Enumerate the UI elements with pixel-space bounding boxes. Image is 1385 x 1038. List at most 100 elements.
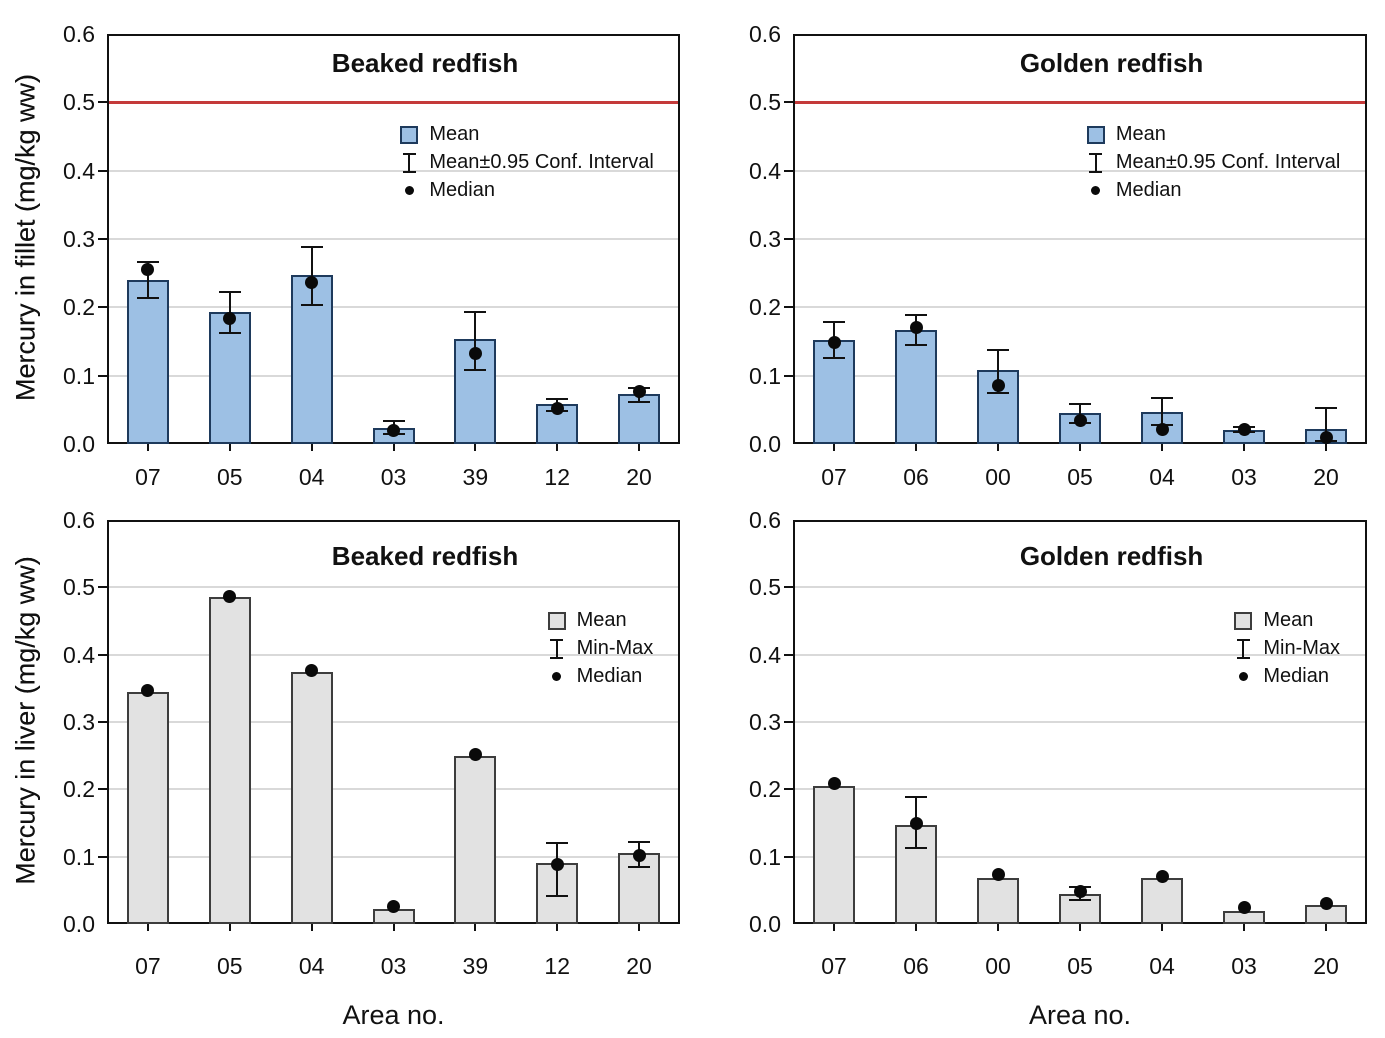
limit-line: [795, 101, 1365, 105]
legend-item-label: Median: [1115, 179, 1182, 201]
legend-item-label: Mean: [1263, 609, 1314, 631]
error-bar-cap-bottom: [628, 400, 651, 403]
x-tick-label: 04: [298, 464, 325, 490]
y-tick-label: 0.5: [749, 574, 781, 601]
x-tick-label: 07: [821, 953, 847, 979]
error-bar-cap-top: [987, 348, 1009, 351]
x-axis-tick: [1161, 444, 1163, 451]
x-tick-label: 39: [462, 953, 489, 979]
median-dot: [632, 384, 646, 398]
median-dot-icon: [404, 186, 414, 195]
y-tick-label: 0.3: [749, 709, 781, 735]
x-tick-label: 20: [1313, 953, 1339, 979]
y-tick-label: 0.4: [63, 157, 95, 184]
error-bar-icon: [402, 152, 416, 173]
legend-item: Median: [544, 664, 654, 689]
median-dot: [827, 777, 841, 791]
error-bar-cap-top: [136, 260, 159, 263]
median-dot: [1073, 885, 1087, 899]
y-axis-tick: [784, 101, 793, 104]
legend-item-label: Median: [1263, 665, 1329, 687]
median-dot: [632, 849, 646, 863]
x-axis-tick: [997, 444, 999, 451]
gridline: [795, 238, 1365, 240]
error-bar-cap-bottom: [300, 304, 323, 307]
x-tick-label: 20: [626, 953, 652, 979]
legend-item: Median: [1230, 664, 1340, 689]
error-bar-cap-top: [1151, 397, 1173, 400]
legend-icon-box: [396, 152, 422, 173]
legend-icon-box: [1083, 152, 1109, 173]
error-bar-stem: [1079, 403, 1081, 423]
error-bar-icon: [1089, 152, 1103, 173]
median-dot: [1237, 423, 1251, 437]
median-dot: [909, 321, 923, 335]
legend-item: Mean: [544, 608, 654, 633]
error-bar-cap-top: [546, 841, 569, 844]
error-bar-cap-bottom: [905, 343, 927, 346]
x-axis-tick: [833, 924, 835, 931]
y-tick-label: 0.4: [63, 641, 95, 668]
median-dot: [468, 747, 482, 761]
y-axis-tick: [784, 653, 793, 656]
y-tick-label: 0.6: [63, 507, 95, 533]
y-tick-label: 0.0: [749, 911, 781, 937]
bar: [536, 404, 579, 444]
x-axis-tick: [228, 924, 231, 931]
legend-icon-box: [544, 672, 570, 681]
bar: [813, 785, 855, 924]
error-bar-icon: [1236, 638, 1250, 659]
x-tick-label: 03: [380, 464, 407, 490]
legend-icon-box: [544, 638, 570, 659]
x-tick-label: 20: [1313, 464, 1339, 490]
legend-item: Mean: [1230, 608, 1340, 633]
x-axis-tick: [392, 444, 395, 451]
gridline: [109, 855, 678, 858]
mean-swatch-icon: [400, 125, 419, 144]
x-tick-label: 05: [1067, 464, 1093, 490]
mean-swatch-icon: [1086, 125, 1105, 144]
median-dot: [305, 664, 319, 678]
error-bar-cap-top: [628, 840, 651, 843]
bar: [977, 877, 1019, 924]
legend-item: Mean±0.95 Conf. Interval: [1083, 150, 1340, 175]
x-tick-label: 03: [1231, 953, 1257, 979]
y-tick-label: 0.1: [63, 843, 95, 870]
x-tick-label: 20: [626, 464, 652, 490]
y-axis-tick: [98, 653, 107, 656]
gridline: [795, 653, 1365, 656]
mean-swatch-icon: [1234, 611, 1253, 630]
legend-item: Min-Max: [544, 636, 653, 661]
bar: [126, 692, 169, 924]
error-bar-icon-stem: [1242, 640, 1245, 657]
legend-icon-box: [1083, 125, 1109, 144]
median-dot-icon: [1238, 672, 1248, 681]
median-dot: [141, 263, 155, 277]
mean-swatch-icon: [547, 611, 566, 630]
error-bar-cap-bottom: [136, 296, 159, 299]
chart-title: Golden redfish: [1019, 541, 1204, 571]
x-axis-tick: [310, 924, 313, 931]
error-bar-cap-top: [382, 419, 405, 422]
x-tick-label: 12: [544, 953, 570, 979]
gridline: [109, 653, 678, 656]
x-tick-label: 04: [298, 953, 325, 979]
limit-line: [109, 101, 678, 105]
median-dot: [223, 311, 237, 325]
y-axis-tick: [784, 586, 793, 589]
y-tick-label: 0.3: [63, 709, 95, 735]
y-axis-tick: [98, 855, 107, 858]
x-axis-tick: [1079, 924, 1081, 931]
error-bar-stem: [1325, 407, 1327, 441]
error-bar-cap-bottom: [218, 331, 241, 334]
chart-title: Beaked redfish: [331, 48, 519, 78]
error-bar-cap-top: [905, 796, 927, 799]
x-axis-tick: [833, 444, 835, 451]
error-bar-icon-stem: [555, 640, 558, 657]
median-dot: [1073, 414, 1087, 428]
y-tick-label: 0.4: [749, 157, 781, 184]
median-dot: [1319, 896, 1333, 910]
x-tick-label: 00: [985, 464, 1011, 490]
median-dot: [305, 275, 319, 289]
